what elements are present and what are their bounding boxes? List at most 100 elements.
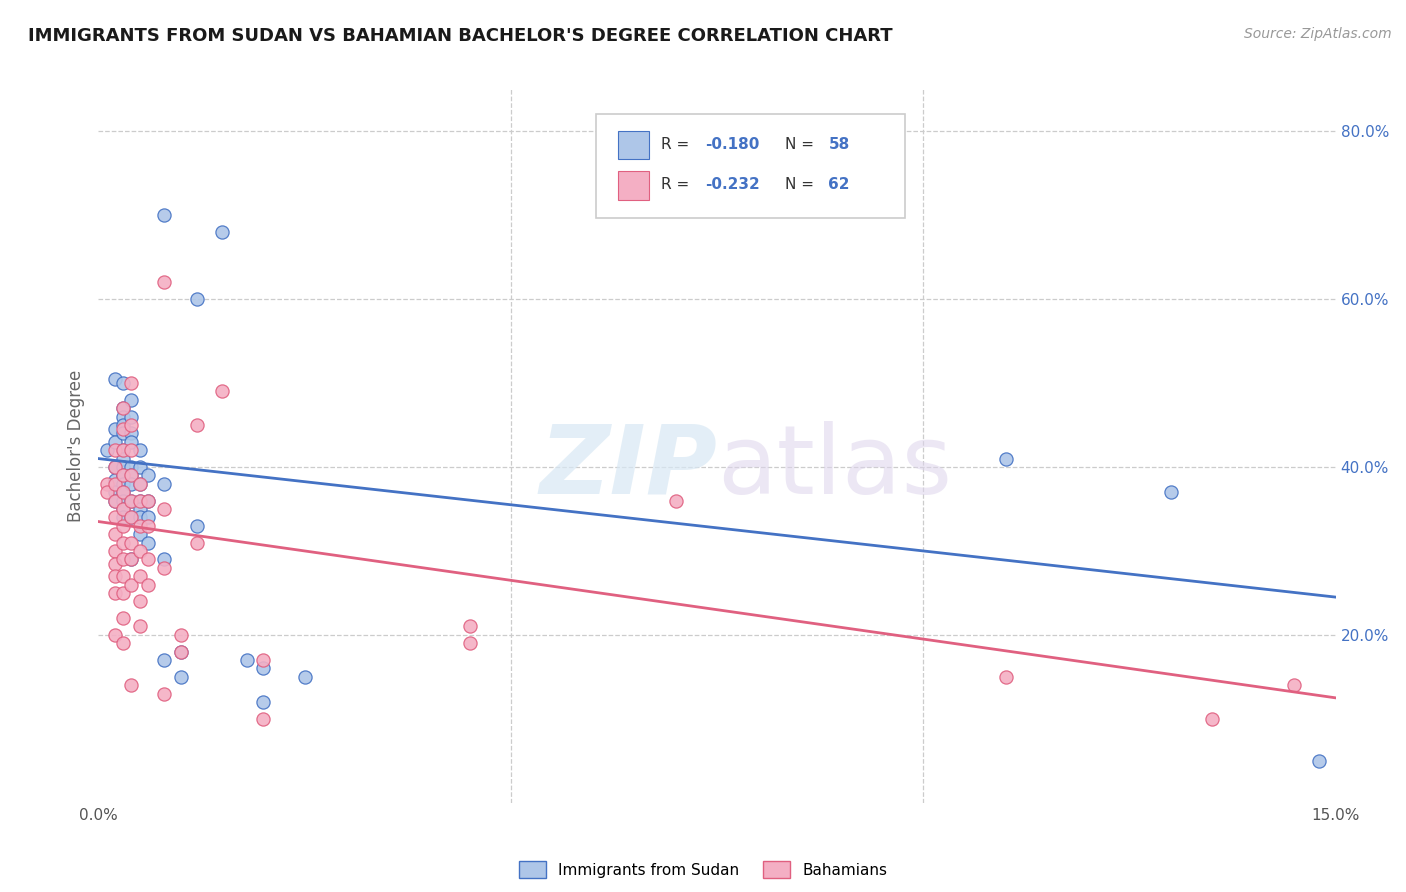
Point [236,653,259,667]
Point [112,502,135,516]
Point [112,485,135,500]
Point [252,653,274,667]
Point [120,552,142,566]
Point [252,661,274,675]
Point [136,518,159,533]
Point [128,518,150,533]
Point [104,569,127,583]
Point [120,426,142,441]
Point [136,493,159,508]
Point [994,451,1017,466]
Point [120,678,142,692]
Text: N =: N = [785,136,818,152]
Text: IMMIGRANTS FROM SUDAN VS BAHAMIAN BACHELOR'S DEGREE CORRELATION CHART: IMMIGRANTS FROM SUDAN VS BAHAMIAN BACHEL… [28,27,893,45]
Point [153,476,176,491]
Point [153,653,176,667]
Text: N =: N = [785,177,818,192]
Point [104,544,127,558]
Point [153,552,176,566]
Point [128,502,150,516]
Point [96,476,118,491]
Bar [619,171,650,200]
Point [294,670,316,684]
Point [120,468,142,483]
Point [120,460,142,475]
Point [136,552,159,566]
Point [112,417,135,432]
Point [112,611,135,625]
Point [136,577,159,591]
Point [120,468,142,483]
Point [96,485,118,500]
Point [112,569,135,583]
Point [104,422,127,436]
Point [104,493,127,508]
Point [186,535,208,549]
Point [186,518,208,533]
Point [112,493,135,508]
Point [120,417,142,432]
Point [170,670,193,684]
Point [104,372,127,386]
Point [136,468,159,483]
Point [112,468,135,483]
Point [112,376,135,390]
Point [170,628,193,642]
Point [128,460,150,475]
Text: R =: R = [661,177,695,192]
Point [128,493,150,508]
Point [128,476,150,491]
Point [1308,754,1330,768]
Point [112,409,135,424]
Point [186,292,208,306]
Bar [619,130,650,159]
Point [120,443,142,458]
Point [112,552,135,566]
Point [120,376,142,390]
Point [120,535,142,549]
Point [112,518,135,533]
Point [665,493,688,508]
Point [120,409,142,424]
Text: Source: ZipAtlas.com: Source: ZipAtlas.com [1244,27,1392,41]
Point [112,468,135,483]
Text: 58: 58 [828,136,849,152]
Point [153,687,176,701]
Point [120,577,142,591]
Point [112,401,135,416]
Text: -0.232: -0.232 [704,177,759,192]
Point [112,422,135,436]
Point [112,485,135,500]
Point [458,636,481,650]
Legend: Immigrants from Sudan, Bahamians: Immigrants from Sudan, Bahamians [513,855,893,884]
Point [104,628,127,642]
Point [211,384,233,399]
Point [128,510,150,524]
Point [120,476,142,491]
Point [128,569,150,583]
Point [104,434,127,449]
Point [153,275,176,289]
Point [1201,712,1223,726]
Point [104,473,127,487]
Point [112,401,135,416]
Point [252,695,274,709]
Point [128,493,150,508]
Point [112,443,135,458]
Point [120,493,142,508]
Point [112,426,135,441]
Point [112,535,135,549]
Point [153,208,176,222]
Point [120,493,142,508]
Point [120,510,142,524]
FancyBboxPatch shape [596,114,905,218]
Point [104,460,127,475]
Point [128,527,150,541]
Point [112,476,135,491]
Point [128,476,150,491]
Point [1284,678,1306,692]
Point [104,460,127,475]
Point [128,443,150,458]
Point [104,527,127,541]
Point [120,434,142,449]
